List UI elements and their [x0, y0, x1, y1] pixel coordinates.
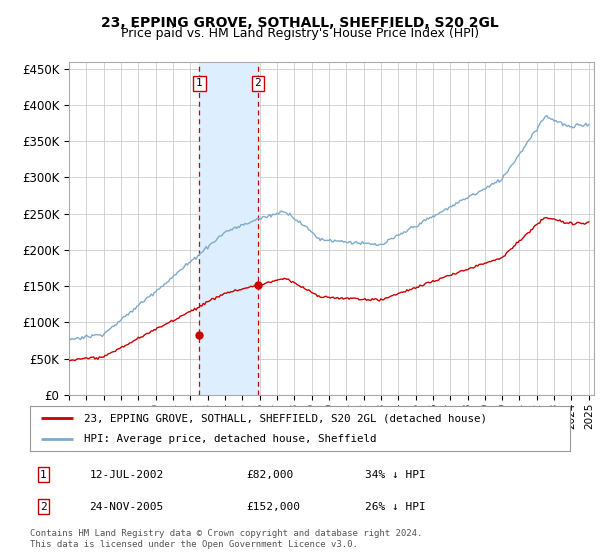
Text: 2: 2 — [40, 502, 47, 512]
Text: 34% ↓ HPI: 34% ↓ HPI — [365, 470, 425, 480]
Text: 1: 1 — [196, 78, 203, 88]
Text: 2: 2 — [254, 78, 261, 88]
Text: 23, EPPING GROVE, SOTHALL, SHEFFIELD, S20 2GL: 23, EPPING GROVE, SOTHALL, SHEFFIELD, S2… — [101, 16, 499, 30]
Text: £82,000: £82,000 — [246, 470, 293, 480]
Text: HPI: Average price, detached house, Sheffield: HPI: Average price, detached house, Shef… — [84, 433, 377, 444]
Bar — [199, 62, 258, 395]
Text: Price paid vs. HM Land Registry's House Price Index (HPI): Price paid vs. HM Land Registry's House … — [121, 27, 479, 40]
Text: 24-NOV-2005: 24-NOV-2005 — [89, 502, 164, 512]
Text: 1: 1 — [40, 470, 47, 480]
Text: £152,000: £152,000 — [246, 502, 300, 512]
Text: Contains HM Land Registry data © Crown copyright and database right 2024.
This d: Contains HM Land Registry data © Crown c… — [30, 529, 422, 549]
Text: 23, EPPING GROVE, SOTHALL, SHEFFIELD, S20 2GL (detached house): 23, EPPING GROVE, SOTHALL, SHEFFIELD, S2… — [84, 413, 487, 423]
Text: 12-JUL-2002: 12-JUL-2002 — [89, 470, 164, 480]
Text: 26% ↓ HPI: 26% ↓ HPI — [365, 502, 425, 512]
